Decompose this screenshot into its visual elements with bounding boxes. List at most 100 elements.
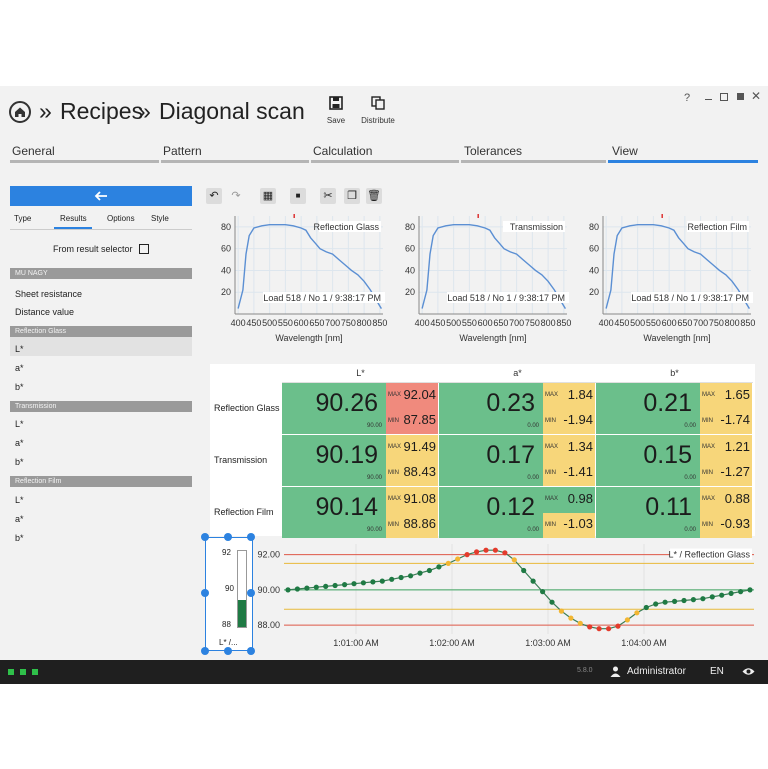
undo-icon[interactable]: ↶ [206,188,222,204]
resize-handle[interactable] [201,589,209,597]
sidebar-item-rf-b[interactable]: b* [15,533,24,543]
trend-point [445,560,451,566]
trend-point [521,567,527,574]
resize-handle[interactable] [201,647,209,655]
tab-calculation[interactable]: Calculation [313,144,373,158]
value-text: 0.17 [486,441,535,469]
sidebar-item-tr-l[interactable]: L* [15,419,24,429]
spectrum-info: Load 518 / No 1 / 9:38:17 PM [263,293,381,303]
trend-point [690,597,696,603]
sidebar-item-rg-b[interactable]: b* [15,382,24,392]
max-value: 1.34 [567,439,593,454]
sidebar-item-tr-b[interactable]: b* [15,457,24,467]
resize-handle[interactable] [247,647,255,655]
sidebar-item-rf-l[interactable]: L* [15,495,24,505]
breadcrumb-recipes[interactable]: Recipes [60,98,144,124]
x-tick-label: 650 [309,318,324,328]
trend-point [530,578,536,584]
gauge-widget[interactable]: 92 90 88 L* /... [205,537,253,651]
sidebar-item-sheet-resistance[interactable]: Sheet resistance [15,289,83,299]
delete-icon[interactable]: 🗑 [366,188,382,204]
from-result-checkbox[interactable] [139,244,149,254]
y-tick-label: 20 [589,287,599,297]
subtab-type[interactable]: Type [14,214,32,223]
trend-point [379,578,385,584]
trend-chart: 92.00 90.00 88.00 1:01:00 AM 1:02:00 AM 1:03:… [257,544,754,648]
maximize-icon[interactable] [720,93,728,101]
max-box [543,487,595,513]
restore-icon[interactable] [737,93,744,100]
sidebar-item-distance-value[interactable]: Distance value [15,307,75,317]
max-label: MAX [388,444,402,450]
resize-handle[interactable] [224,533,232,541]
resize-handle[interactable] [201,533,209,541]
min-label: MIN [702,470,713,476]
help-button[interactable]: ? [684,92,691,104]
redo-icon[interactable]: ↷ [231,190,241,202]
status-bar: 5.8.0 Administrator EN [0,660,768,684]
spectrum-chart: 80 60 40 20 400 450 500 550 600 650 700 750 800 850 Re… [221,214,387,343]
max-label: MAX [545,496,559,502]
sidebar-item-rg-l[interactable]: L* [15,344,24,354]
spectrum-title: Transmission [510,222,563,232]
minimize-icon[interactable] [705,99,712,100]
back-button[interactable] [10,186,192,206]
copy-icon[interactable]: ❐ [344,188,360,204]
trend-point [681,597,687,604]
x-tick-label: 450 [614,318,629,328]
max-value: 0.88 [724,491,750,506]
save-icon [329,96,343,110]
min-value: -1.03 [563,516,593,531]
x-tick-label: 550 [646,318,661,328]
language-button[interactable]: EN [710,666,724,677]
sidebar-item-rg-a[interactable]: a* [15,363,24,373]
tab-tolerances[interactable]: Tolerances [464,144,523,158]
subtab-style[interactable]: Style [151,214,169,223]
y-tick-label: 60 [589,244,599,254]
version-label: 5.8.0 [577,667,593,674]
cut-icon[interactable]: ✂ [320,188,336,204]
trend-point [747,587,753,593]
subtab-underline [54,227,92,229]
target-text: 0.00 [527,423,539,429]
x-tick-label: 600 [294,318,309,328]
tab-pattern[interactable]: Pattern [163,144,202,158]
eye-icon[interactable] [742,667,755,676]
resize-handle[interactable] [247,589,255,597]
results-table: L* a* b* Reflection Glass 90.26 90.00 MAX MIN 92… [210,364,755,538]
distribute-button[interactable]: Distribute [360,96,396,125]
x-tick-label: 700 [693,318,708,328]
tab-underline [311,160,459,163]
info-bg [631,292,753,303]
x-tick-label: 800 [725,318,740,328]
home-icon[interactable] [9,101,31,123]
sidebar-item-tr-a[interactable]: a* [15,438,24,448]
tab-view[interactable]: View [612,144,638,158]
save-button[interactable]: Save [323,96,349,125]
min-box [386,408,438,434]
target-text: 90.00 [366,423,382,429]
subtab-results[interactable]: Results [60,214,87,223]
trend-point [615,623,621,629]
min-value: 88.43 [403,464,436,479]
x-tick-label: 700 [325,318,340,328]
x-tick-label: 1:04:00 AM [621,638,667,648]
subtab-options[interactable]: Options [107,214,135,223]
trend-point [662,599,668,605]
sidebar-item-rf-a[interactable]: a* [15,514,24,524]
save-label: Save [326,116,346,125]
trend-point [436,564,442,570]
min-box [543,408,595,434]
resize-handle[interactable] [224,647,232,655]
min-label: MIN [545,418,556,424]
tab-general[interactable]: General [12,144,55,158]
close-icon[interactable]: ✕ [751,89,762,103]
grid-icon[interactable]: ▦ [260,188,276,204]
user-name[interactable]: Administrator [627,666,686,677]
max-label: MAX [388,496,402,502]
x-tick-label: 850 [372,318,387,328]
info-bg [263,292,385,303]
stop-icon[interactable]: ■ [290,188,306,204]
resize-handle[interactable] [247,533,255,541]
x-tick-label: 400 [599,318,614,328]
